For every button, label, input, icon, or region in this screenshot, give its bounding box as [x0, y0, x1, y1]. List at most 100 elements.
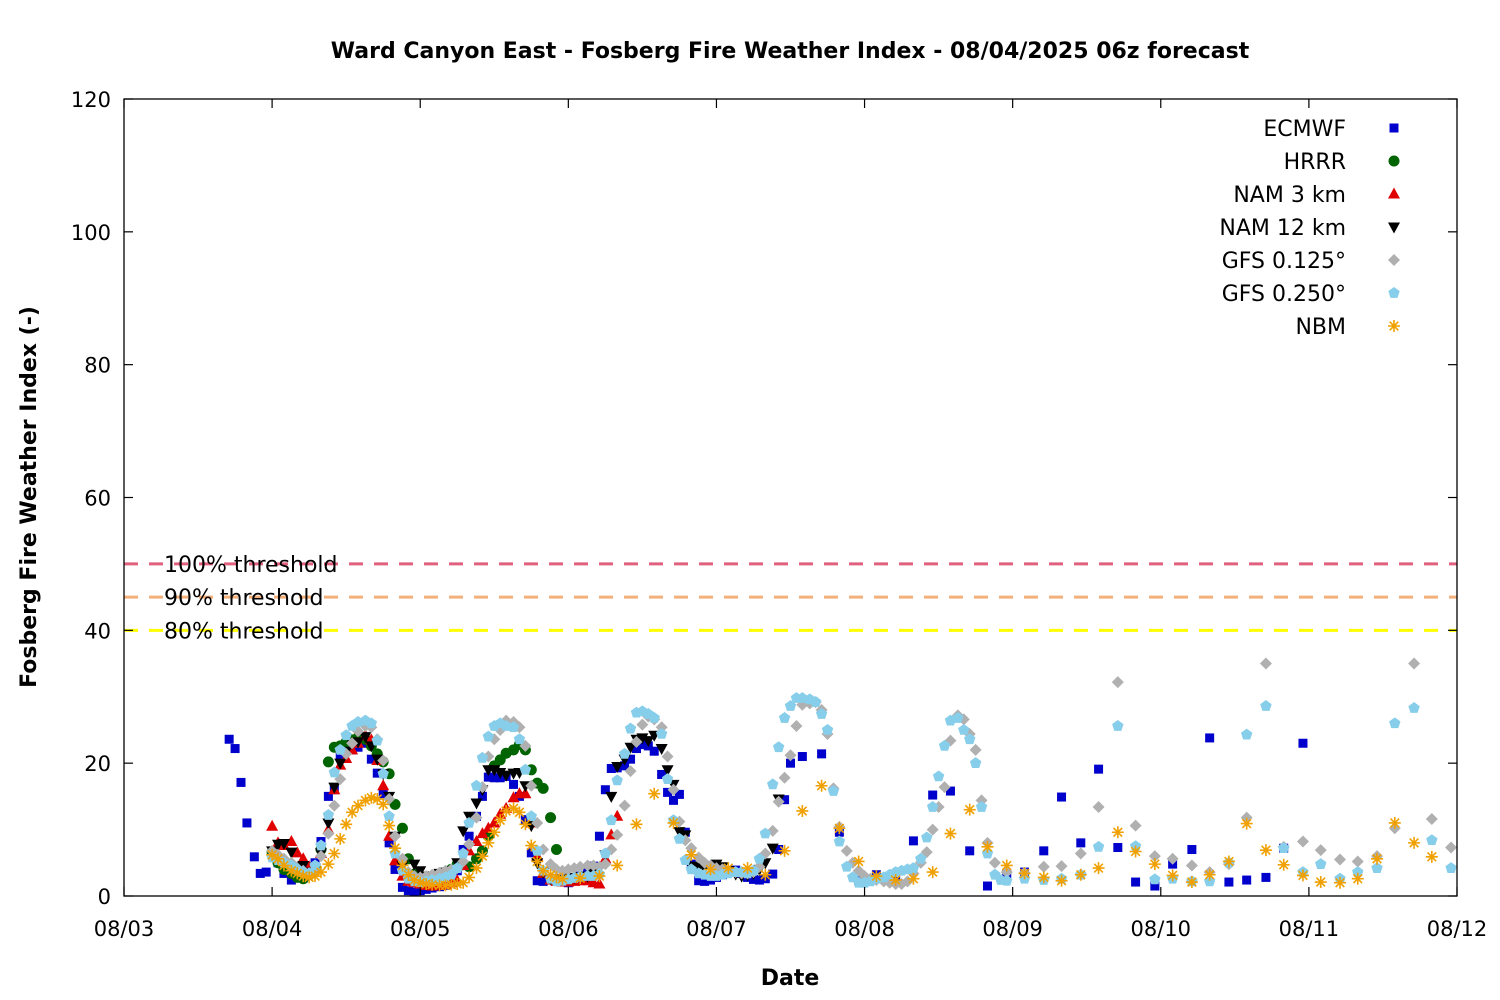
data-point — [952, 712, 964, 723]
data-point — [340, 729, 352, 741]
data-point — [605, 791, 618, 803]
data-point — [624, 742, 637, 754]
data-point — [982, 881, 992, 891]
data-point — [322, 858, 335, 871]
chart-title: Ward Canyon East - Fosberg Fire Weather … — [331, 39, 1250, 64]
data-point — [759, 827, 772, 839]
data-point — [1185, 859, 1198, 872]
data-point — [797, 752, 807, 762]
data-point — [636, 718, 649, 731]
data-point — [1166, 852, 1179, 865]
data-point — [359, 732, 372, 744]
data-point — [593, 877, 606, 889]
data-point — [463, 838, 476, 851]
data-point — [389, 842, 402, 855]
data-point — [1333, 876, 1346, 889]
threshold-lines: 100% threshold 90% threshold 80% threshold — [124, 553, 1457, 644]
data-point — [767, 778, 779, 790]
data-point — [817, 749, 827, 759]
data-point — [620, 761, 630, 771]
data-point — [544, 868, 557, 881]
series-nbm — [266, 779, 1438, 892]
data-point — [1371, 852, 1384, 865]
legend-label: HRRR — [1284, 150, 1346, 175]
data-point — [1224, 877, 1234, 887]
data-point — [778, 844, 791, 857]
data-point — [285, 847, 298, 859]
data-point — [1074, 847, 1087, 860]
data-point — [840, 844, 853, 857]
data-point — [538, 876, 548, 886]
data-point — [402, 868, 415, 881]
data-point — [599, 858, 612, 871]
data-point — [926, 866, 939, 879]
data-point — [753, 852, 766, 864]
data-point — [531, 855, 544, 868]
data-point — [285, 835, 298, 847]
data-point — [1277, 858, 1290, 871]
data-point — [1240, 728, 1253, 740]
data-point — [958, 723, 970, 735]
y-axis-title: Fosberg Fire Weather Index (-) — [17, 306, 42, 688]
data-point — [297, 852, 310, 864]
data-point — [396, 859, 409, 872]
data-point — [476, 751, 489, 763]
legend-label: GFS 0.125° — [1222, 249, 1346, 274]
data-point — [507, 791, 520, 803]
data-point — [988, 856, 1001, 869]
data-point — [1113, 843, 1123, 853]
data-point — [242, 818, 252, 828]
data-point — [938, 781, 951, 794]
data-point — [907, 862, 920, 873]
data-point — [451, 878, 464, 891]
x-tick-label: 08/10 — [1131, 917, 1192, 941]
data-point — [606, 763, 616, 773]
data-point — [1425, 850, 1438, 863]
y-tick-label: 80 — [84, 354, 111, 378]
data-point — [1352, 866, 1364, 877]
data-point — [476, 850, 489, 863]
data-point — [969, 743, 982, 756]
data-point — [266, 848, 279, 861]
legend-marker — [1388, 155, 1400, 167]
data-point — [655, 727, 668, 739]
data-point — [1315, 858, 1327, 869]
data-point — [1298, 738, 1308, 748]
data-point — [352, 737, 365, 749]
data-point — [1408, 657, 1421, 670]
x-tick-label: 08/11 — [1279, 917, 1340, 941]
data-point — [457, 876, 470, 889]
data-point — [309, 870, 322, 883]
data-point — [1037, 860, 1050, 873]
data-point — [377, 754, 390, 767]
data-point — [383, 810, 395, 822]
y-tick-label: 120 — [71, 88, 111, 112]
data-point — [1166, 869, 1179, 882]
data-point — [784, 749, 797, 762]
y-tick-label: 40 — [84, 619, 111, 643]
data-point — [335, 752, 345, 762]
data-point — [550, 844, 562, 856]
data-point — [409, 887, 419, 897]
data-point — [667, 816, 680, 829]
data-point — [359, 794, 372, 807]
data-point — [1187, 845, 1197, 855]
data-point — [1389, 717, 1401, 729]
data-point — [470, 779, 483, 791]
data-point — [236, 777, 246, 787]
data-point — [648, 712, 660, 723]
data-point — [494, 807, 507, 819]
data-point — [390, 864, 400, 874]
data-point — [457, 847, 469, 859]
data-point — [704, 863, 717, 876]
data-point — [482, 730, 495, 742]
data-point — [328, 766, 341, 778]
data-point — [833, 822, 846, 835]
data-point — [624, 765, 637, 778]
y-tick-label: 100 — [71, 221, 111, 245]
data-point — [500, 770, 513, 782]
data-point — [1259, 844, 1272, 857]
data-point — [377, 767, 389, 779]
data-point — [476, 827, 489, 839]
